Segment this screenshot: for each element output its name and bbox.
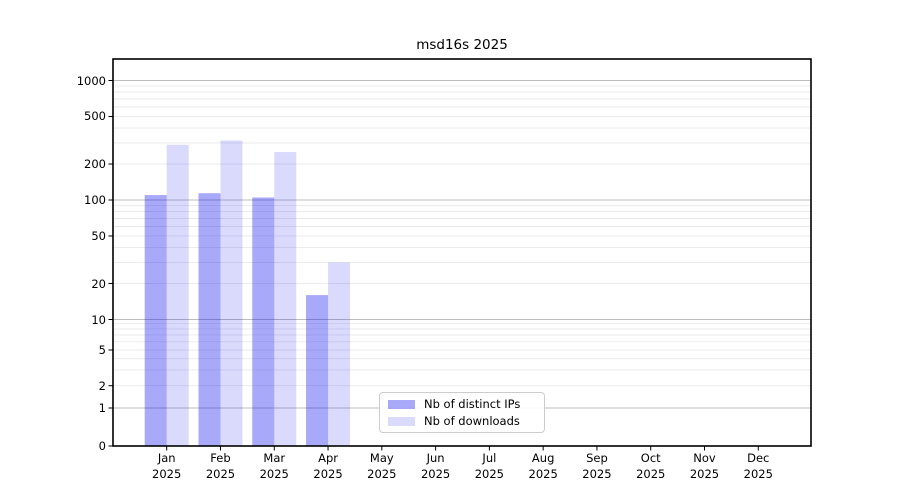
y-tick-label: 1 — [98, 401, 106, 415]
x-tick-label: Jun 2025 — [420, 451, 451, 481]
y-tick-label: 2 — [98, 378, 106, 393]
bar-distinct-ips — [306, 295, 329, 446]
y-tick-label: 5 — [98, 343, 106, 357]
bar-downloads — [220, 140, 243, 446]
legend: Nb of distinct IPs Nb of downloads — [379, 392, 545, 433]
x-tick-label: Mar 2025 — [259, 451, 289, 481]
legend-swatch-distinct-ips — [388, 399, 415, 409]
legend-label-downloads: Nb of downloads — [424, 414, 520, 428]
y-tick-label: 50 — [91, 228, 106, 243]
x-tick-label: Aug 2025 — [528, 451, 558, 481]
legend-item-downloads: Nb of downloads — [380, 414, 544, 428]
y-tick-label: 0 — [98, 439, 106, 453]
x-tick-label: Nov 2025 — [689, 451, 720, 481]
x-tick-label: Apr 2025 — [313, 451, 343, 481]
y-tick-label: 10 — [91, 312, 106, 327]
y-tick-label: 20 — [91, 276, 106, 291]
y-tick-label: 1000 — [76, 73, 106, 88]
bar-downloads — [328, 262, 351, 446]
chart-title: msd16s 2025 — [416, 37, 508, 53]
bar-downloads — [274, 152, 297, 446]
legend-item-distinct-ips: Nb of distinct IPs — [380, 397, 544, 411]
bar-distinct-ips — [252, 197, 275, 446]
plot-border — [112, 58, 812, 447]
x-tick-label: Oct 2025 — [636, 451, 666, 481]
bar-distinct-ips — [198, 193, 221, 446]
legend-label-distinct-ips: Nb of distinct IPs — [424, 397, 521, 411]
bar-distinct-ips — [144, 195, 167, 446]
legend-swatch-downloads — [388, 416, 415, 426]
x-tick-label: May 2025 — [367, 451, 397, 481]
x-tick-label: Sep 2025 — [582, 451, 612, 481]
x-tick-label: Dec 2025 — [743, 451, 773, 481]
x-tick-label: Jan 2025 — [152, 451, 182, 481]
y-tick-label: 200 — [84, 157, 106, 172]
x-tick-label: Jul 2025 — [474, 451, 505, 481]
x-tick-label: Feb 2025 — [205, 451, 236, 481]
bar-downloads — [166, 144, 189, 446]
y-tick-label: 500 — [84, 109, 106, 124]
y-tick-label: 100 — [84, 193, 106, 207]
